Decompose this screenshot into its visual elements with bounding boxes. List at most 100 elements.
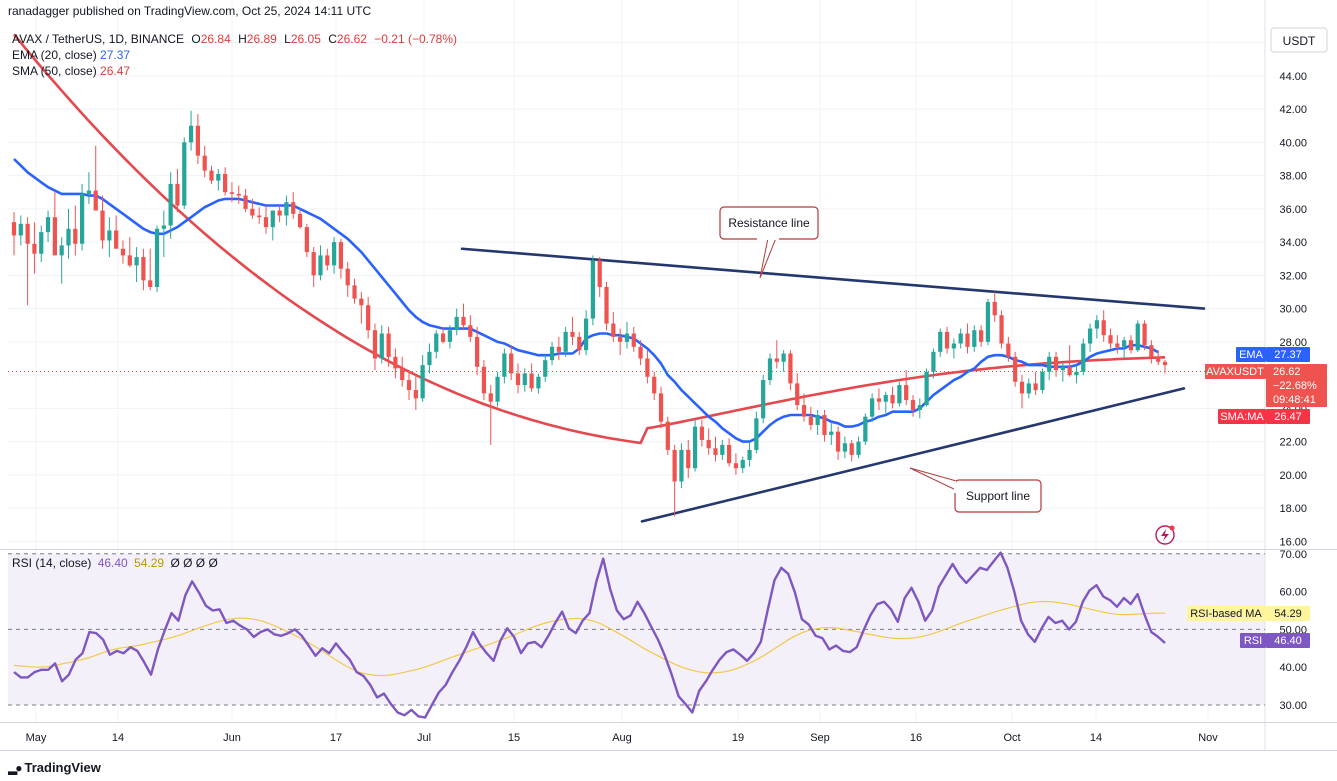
candle[interactable] [1087, 323, 1093, 352]
candle[interactable] [393, 348, 398, 379]
candle[interactable] [297, 208, 303, 229]
candle[interactable] [161, 210, 166, 258]
candle[interactable] [447, 325, 452, 349]
candle[interactable] [11, 212, 17, 256]
candle[interactable] [679, 443, 684, 489]
candle[interactable] [195, 114, 200, 164]
candle[interactable] [182, 137, 187, 209]
candle[interactable] [979, 325, 984, 347]
candle[interactable] [386, 326, 391, 367]
candle[interactable] [223, 167, 228, 196]
candle[interactable] [856, 436, 861, 459]
candle[interactable] [727, 438, 732, 467]
candle[interactable] [1060, 361, 1065, 382]
candle[interactable] [835, 426, 841, 460]
candle[interactable] [590, 255, 596, 326]
candle[interactable] [740, 456, 745, 474]
candle[interactable] [243, 188, 248, 213]
candle[interactable] [32, 222, 37, 274]
candle[interactable] [1074, 365, 1079, 384]
candle[interactable] [338, 238, 344, 279]
candle[interactable] [73, 205, 78, 256]
candle[interactable] [25, 217, 30, 306]
candle[interactable] [1101, 310, 1106, 342]
candle[interactable] [754, 411, 759, 454]
candle[interactable] [440, 326, 446, 344]
candle[interactable] [801, 393, 807, 422]
candle[interactable] [849, 439, 854, 462]
candle[interactable] [972, 325, 977, 352]
candle[interactable] [672, 444, 677, 517]
candle[interactable] [434, 330, 439, 359]
candle[interactable] [325, 248, 330, 271]
candle[interactable] [1108, 328, 1113, 349]
candle[interactable] [570, 316, 575, 346]
candle[interactable] [502, 348, 507, 384]
candle[interactable] [706, 428, 711, 455]
candle[interactable] [229, 182, 235, 203]
candle[interactable] [202, 145, 207, 178]
candle[interactable] [352, 278, 357, 304]
candle[interactable] [141, 248, 146, 291]
candle[interactable] [1047, 351, 1052, 381]
candle[interactable] [611, 311, 616, 342]
candle[interactable] [236, 185, 241, 204]
candle[interactable] [400, 356, 405, 387]
candle[interactable] [870, 393, 875, 422]
candle[interactable] [549, 341, 555, 366]
candle[interactable] [713, 436, 718, 462]
candle[interactable] [427, 343, 432, 374]
candle[interactable] [658, 386, 664, 429]
candle[interactable] [127, 237, 132, 268]
candle[interactable] [45, 210, 51, 243]
candle[interactable] [876, 388, 882, 411]
candle[interactable] [631, 326, 636, 352]
candle[interactable] [100, 195, 105, 249]
candle[interactable] [733, 453, 739, 475]
candle[interactable] [958, 328, 963, 349]
candle[interactable] [495, 371, 500, 407]
candle[interactable] [529, 363, 534, 392]
candle[interactable] [107, 217, 112, 258]
candle[interactable] [665, 416, 670, 455]
resistance-annotation[interactable]: Resistance line [719, 206, 819, 279]
candle[interactable] [781, 350, 786, 372]
candle[interactable] [318, 245, 323, 281]
candle[interactable] [79, 183, 85, 251]
candle[interactable] [134, 247, 139, 282]
candle[interactable] [1040, 368, 1045, 394]
candle[interactable] [366, 296, 371, 339]
candle[interactable] [938, 328, 943, 357]
symbol-legend[interactable]: AVAX / TetherUS, 1D, BINANCE O26.84 H26.… [12, 32, 457, 46]
candle[interactable] [168, 172, 173, 239]
candle[interactable] [379, 325, 384, 364]
candle[interactable] [420, 355, 425, 402]
candle[interactable] [931, 348, 936, 379]
candle[interactable] [829, 423, 834, 445]
candle[interactable] [522, 368, 527, 392]
support-annotation[interactable]: Support line [909, 467, 1042, 513]
candle[interactable] [1081, 338, 1086, 376]
candle[interactable] [488, 385, 493, 445]
candle[interactable] [86, 172, 92, 204]
candle[interactable] [209, 165, 214, 184]
candle[interactable] [468, 315, 473, 342]
candle[interactable] [842, 436, 848, 459]
candle[interactable] [1019, 375, 1025, 409]
candle[interactable] [1067, 345, 1072, 377]
candle[interactable] [692, 419, 698, 472]
candle[interactable] [1128, 335, 1134, 354]
candle[interactable] [413, 375, 418, 411]
candle[interactable] [284, 195, 289, 226]
candle[interactable] [154, 225, 160, 292]
candle[interactable] [890, 386, 895, 409]
candle[interactable] [577, 331, 582, 356]
candle[interactable] [1026, 378, 1031, 399]
candle[interactable] [509, 345, 514, 381]
candle[interactable] [291, 192, 296, 219]
lightning-icon[interactable] [1155, 525, 1175, 545]
candle[interactable] [1122, 336, 1127, 359]
candle[interactable] [808, 406, 813, 430]
candle[interactable] [910, 395, 916, 417]
candle[interactable] [372, 323, 378, 371]
